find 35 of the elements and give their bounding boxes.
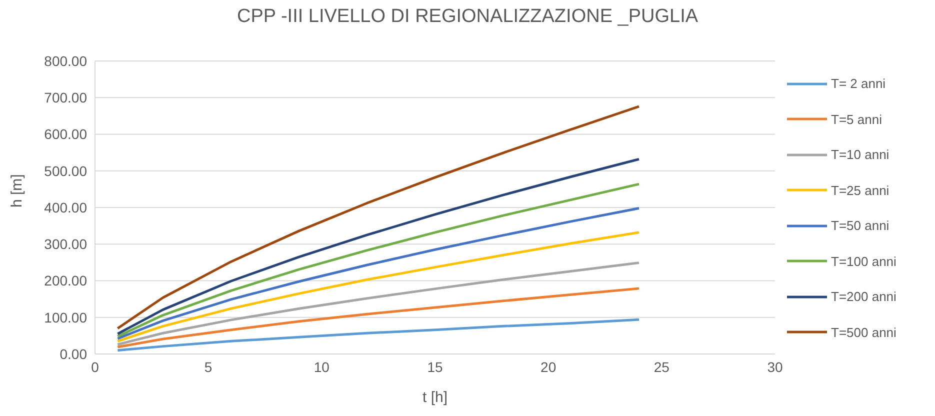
y-tick-label: 600.00 xyxy=(44,126,88,142)
x-tick-label: 15 xyxy=(427,358,443,375)
y-tick-label: 500.00 xyxy=(44,162,88,179)
x-tick-label: 25 xyxy=(654,358,670,375)
y-tick-label: 0.00 xyxy=(60,346,88,362)
line-series xyxy=(116,105,640,330)
legend-label: T= 2 anni xyxy=(831,76,886,92)
x-tick-label: 20 xyxy=(540,358,556,375)
y-tick-label: 800.00 xyxy=(44,52,88,69)
x-tick-label: 10 xyxy=(314,358,330,375)
y-tick-label: 300.00 xyxy=(44,236,88,252)
y-tick-label: 400.00 xyxy=(44,199,88,216)
line-series xyxy=(116,262,640,346)
x-tick-label: 0 xyxy=(91,358,100,375)
chart-title: CPP -III LIVELLO DI REGIONALIZZAZIONE _PUGLIA xyxy=(236,6,700,28)
legend-label: T=50 anni xyxy=(831,218,890,234)
x-axis-title: t [h] xyxy=(422,389,448,406)
legend-label: T=100 anni xyxy=(831,254,896,269)
legend-label: T=25 anni xyxy=(831,182,890,198)
y-tick-label: 700.00 xyxy=(44,90,88,106)
line-series xyxy=(116,231,640,342)
legend-label: T=500 anni xyxy=(831,324,896,340)
y-axis-title: h [m] xyxy=(8,174,26,208)
line-series xyxy=(116,318,640,352)
line-series xyxy=(116,182,640,338)
y-tick-label: 200.00 xyxy=(44,272,88,289)
line-series xyxy=(116,158,640,336)
x-tick-label: 30 xyxy=(767,358,783,375)
line-series xyxy=(116,206,640,340)
legend-label: T=10 anni xyxy=(831,147,890,162)
x-tick-label: 5 xyxy=(204,358,212,375)
legend-label: T=200 anni xyxy=(831,289,896,304)
line-series xyxy=(116,287,640,348)
y-tick-label: 100.00 xyxy=(44,309,88,326)
legend-label: T=5 anni xyxy=(831,112,882,127)
